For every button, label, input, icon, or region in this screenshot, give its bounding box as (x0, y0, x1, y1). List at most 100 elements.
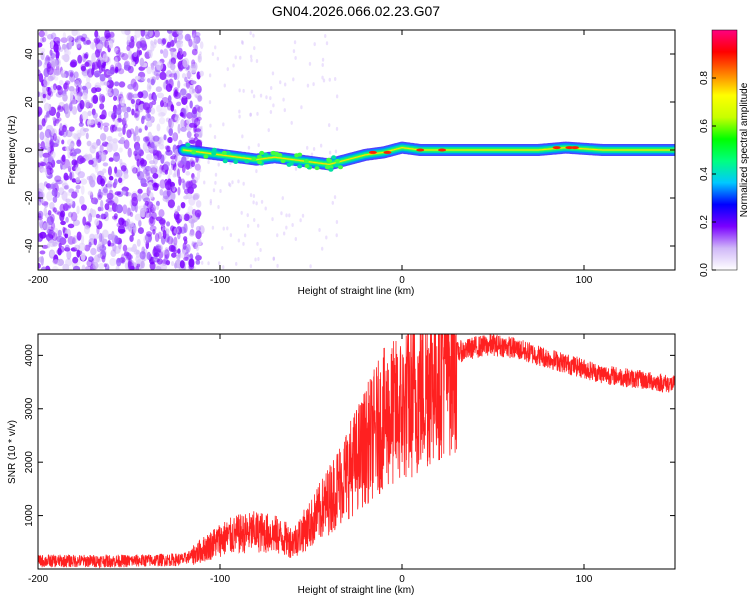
noise-blob (249, 112, 252, 117)
noise-blob (94, 198, 98, 205)
noise-blob (309, 264, 312, 269)
noise-blob (38, 59, 43, 67)
noise-blob (143, 168, 148, 175)
noise-blob (333, 77, 337, 82)
noise-blob (282, 231, 286, 236)
noise-blob (308, 61, 312, 66)
noise-blob (191, 48, 198, 56)
noise-blob (108, 242, 115, 247)
noise-blob (264, 206, 267, 211)
noise-blob (69, 102, 73, 112)
noise-blob (227, 182, 231, 187)
noise-blob (174, 209, 179, 215)
noise-blob (158, 209, 165, 218)
noise-blob (117, 68, 125, 75)
noise-blob (157, 111, 165, 118)
ridge-blob (185, 142, 191, 147)
noise-blob (199, 51, 202, 56)
noise-blob (272, 256, 276, 261)
noise-blob (209, 201, 212, 206)
noise-blob (162, 190, 170, 200)
noise-blob (161, 169, 167, 176)
noise-blob (96, 174, 103, 185)
noise-blob (54, 175, 62, 183)
noise-blob (38, 219, 44, 229)
noise-blob (69, 171, 73, 181)
noise-blob (62, 226, 66, 234)
noise-blob (101, 238, 108, 245)
snr-axes: -200 -100 0 100 1000 2000 3000 4000 (24, 334, 675, 585)
noise-blob (109, 257, 117, 267)
noise-blob (53, 43, 59, 53)
noise-blob (231, 180, 234, 185)
noise-blob (122, 186, 128, 196)
noise-blob (193, 32, 197, 42)
noise-blob (194, 37, 200, 45)
noise-blob (108, 157, 114, 162)
noise-blob (121, 105, 128, 113)
noise-blob (85, 132, 89, 140)
noise-blob (110, 249, 117, 257)
noise-blob (99, 133, 107, 141)
noise-blob (96, 138, 101, 146)
noise-blob (57, 247, 62, 256)
noise-blob (75, 85, 80, 94)
noise-blob (106, 79, 114, 89)
noise-blob (187, 205, 194, 216)
noise-blob (120, 165, 127, 172)
noise-blob (129, 211, 134, 217)
spectral-peak (416, 148, 425, 152)
spectral-peak (438, 148, 447, 152)
noise-blob (38, 146, 42, 156)
noise-blob (180, 88, 187, 96)
noise-blob (139, 40, 147, 48)
noise-blob (85, 265, 93, 270)
noise-blob (158, 143, 165, 150)
ridge-blob (221, 150, 227, 155)
ridge-blob (328, 167, 334, 172)
noise-blob (250, 89, 254, 94)
noise-blob (139, 209, 146, 218)
noise-blob (114, 56, 119, 67)
noise-blob (45, 141, 50, 149)
noise-blob (185, 80, 191, 89)
noise-blob (143, 234, 149, 244)
noise-blob (226, 226, 229, 231)
noise-blob (83, 99, 91, 108)
noise-blob (80, 178, 88, 185)
noise-blob (112, 88, 120, 97)
noise-blob (76, 205, 80, 215)
noise-blob (198, 168, 202, 173)
noise-blob (146, 121, 153, 128)
noise-blob (211, 51, 215, 56)
ridge-blob (233, 159, 239, 164)
noise-blob (130, 52, 138, 63)
noise-blob (58, 79, 64, 86)
noise-blob (94, 49, 101, 58)
noise-blob (148, 85, 152, 90)
noise-blob (96, 244, 103, 250)
noise-blob (182, 57, 190, 68)
colorbar-tick-label: 0.4 (699, 167, 710, 181)
noise-blob (312, 147, 316, 152)
noise-blob (60, 155, 66, 166)
noise-blob (177, 80, 181, 89)
noise-blob (191, 176, 199, 184)
noise-blob (108, 40, 114, 49)
noise-blob (137, 165, 141, 175)
noise-blob (51, 266, 59, 270)
noise-blob (153, 39, 158, 45)
noise-blob (176, 168, 181, 179)
noise-blob (152, 155, 158, 165)
noise-blob (127, 65, 134, 74)
noise-blob (63, 175, 70, 181)
noise-blob (115, 204, 123, 214)
noise-blob (177, 47, 183, 55)
noise-blob (55, 118, 60, 124)
noise-blob (123, 139, 130, 150)
noise-blob (321, 57, 325, 62)
noise-blob (61, 54, 67, 60)
noise-blob (318, 227, 321, 232)
snr-frame (37, 333, 676, 570)
noise-blob (291, 222, 294, 227)
